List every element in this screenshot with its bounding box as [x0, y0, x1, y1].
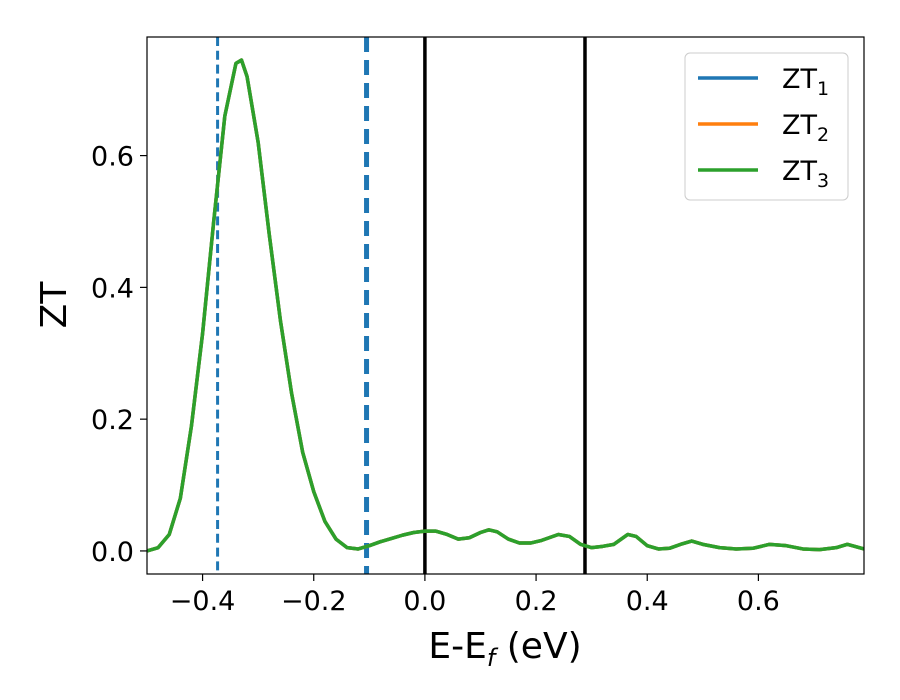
- x-axis-title-main: E-E: [428, 626, 486, 667]
- x-axis-title-unit: (eV): [495, 626, 581, 667]
- series-line-zt3: [147, 58, 864, 553]
- legend-label-base: ZT: [782, 64, 817, 95]
- y-tick-label: 0.0: [91, 537, 134, 568]
- x-tick-label: 0.2: [515, 586, 558, 617]
- x-tick-label: 0.0: [403, 586, 446, 617]
- legend-label-subscript: 3: [817, 170, 829, 192]
- y-tick-label: 0.2: [91, 405, 134, 436]
- legend-label-zt2: ZT2: [782, 110, 829, 146]
- legend-label-zt3: ZT3: [782, 156, 829, 192]
- legend-label-subscript: 1: [817, 78, 829, 100]
- x-tick-label: 0.6: [737, 586, 780, 617]
- y-axis-title: ZT: [34, 281, 75, 329]
- x-tick-label: −0.2: [281, 586, 347, 617]
- y-tick-label: 0.4: [91, 273, 134, 304]
- y-axis: 0.0 0.2 0.4 0.6: [91, 142, 147, 568]
- vertical-reference-lines: [216, 37, 587, 574]
- legend-box: [684, 52, 849, 201]
- legend-label-base: ZT: [782, 156, 817, 187]
- series-lines: [147, 58, 864, 553]
- y-tick-label: 0.6: [91, 142, 134, 173]
- x-axis-title: E-Ef (eV): [428, 626, 581, 672]
- plot-frame: [146, 36, 865, 575]
- legend-label-base: ZT: [782, 110, 817, 141]
- legend-label-subscript: 2: [817, 124, 829, 146]
- x-tick-label: 0.4: [626, 586, 669, 617]
- x-axis: −0.4 −0.2 0.0 0.2 0.4 0.6: [170, 574, 780, 617]
- x-tick-label: −0.4: [170, 586, 236, 617]
- legend-label-zt1: ZT1: [782, 64, 829, 100]
